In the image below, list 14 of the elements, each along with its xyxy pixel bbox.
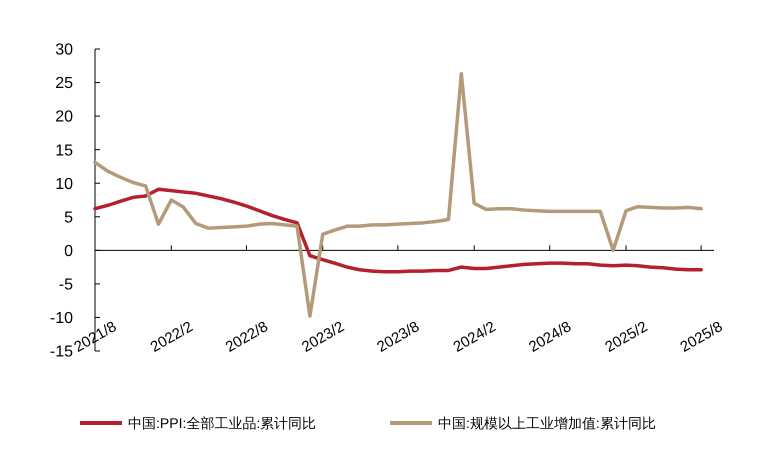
line-series [93, 188, 703, 274]
legend-label: 中国:规模以上工业增加值:累计同比 [438, 414, 656, 431]
y-tick-label: -10 [50, 310, 74, 328]
y-tick-label: 25 [55, 75, 74, 92]
y-tick-label: 5 [64, 209, 74, 226]
y-tick-label: 15 [55, 142, 74, 160]
y-tick-label: 30 [55, 42, 74, 59]
legend-label: 中国:PPI:全部工业品:累计同比 [128, 414, 316, 431]
y-tick-label: -15 [50, 344, 74, 361]
y-tick-label: 0 [64, 242, 74, 260]
y-tick-label: 10 [55, 176, 74, 193]
line-series [93, 72, 703, 318]
y-tick-label: -5 [58, 276, 74, 294]
y-tick-label: 20 [55, 108, 74, 126]
